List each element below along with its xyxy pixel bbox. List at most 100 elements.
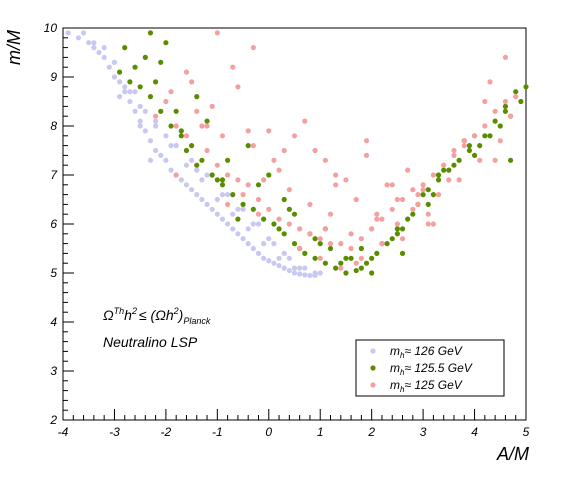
data-point <box>286 255 292 261</box>
data-point <box>312 255 318 261</box>
data-point <box>389 236 395 242</box>
x-tick-label: 3 <box>420 425 427 439</box>
data-point <box>291 241 298 247</box>
data-point <box>261 255 267 261</box>
data-point <box>482 133 488 139</box>
data-point <box>435 177 442 183</box>
data-point <box>168 123 174 129</box>
data-point <box>225 221 231 227</box>
data-point <box>147 138 154 144</box>
data-point <box>183 162 190 168</box>
data-point <box>168 143 174 149</box>
data-point <box>343 270 349 276</box>
data-point <box>286 187 292 193</box>
data-point <box>276 255 282 261</box>
data-point <box>158 59 164 65</box>
constraint-close: ) <box>177 307 184 323</box>
data-point <box>245 182 251 188</box>
data-point <box>363 260 370 266</box>
data-point <box>343 177 349 183</box>
data-point <box>137 103 143 109</box>
data-point <box>461 143 467 149</box>
data-point <box>230 192 236 198</box>
data-point <box>235 216 241 222</box>
data-point <box>219 133 226 139</box>
x-tick-label: -1 <box>212 425 223 439</box>
data-point <box>286 221 292 227</box>
data-point <box>322 260 328 266</box>
data-point <box>266 206 272 212</box>
data-point <box>261 177 267 183</box>
data-point <box>307 201 313 207</box>
data-point <box>173 143 179 149</box>
data-point <box>178 177 184 183</box>
data-point <box>214 162 220 168</box>
data-point <box>255 196 262 203</box>
data-point <box>153 113 159 119</box>
data-point <box>219 177 226 183</box>
data-point <box>132 108 138 114</box>
data-point <box>338 265 344 271</box>
data-point <box>394 196 400 203</box>
data-point <box>389 182 395 188</box>
data-point <box>420 187 426 193</box>
data-point <box>255 221 262 227</box>
data-point <box>353 196 359 203</box>
data-point <box>451 162 457 168</box>
data-point <box>379 216 385 222</box>
data-point <box>312 236 318 242</box>
data-point <box>204 147 210 154</box>
data-point <box>147 94 154 100</box>
data-point <box>405 167 411 173</box>
data-point <box>163 133 169 139</box>
data-point <box>482 98 488 105</box>
data-point <box>518 98 524 105</box>
x-tick-label: 2 <box>367 425 375 439</box>
y-tick-label: 8 <box>50 119 57 133</box>
data-point <box>497 123 503 129</box>
data-point <box>183 69 190 75</box>
data-point <box>204 123 210 129</box>
data-point <box>194 167 200 173</box>
data-point <box>487 79 493 85</box>
data-point <box>225 201 231 207</box>
legend-marker <box>370 348 376 354</box>
data-point <box>513 94 519 100</box>
constraint-sup2: 2 <box>131 306 137 316</box>
y-tick-label: 2 <box>49 413 57 427</box>
data-point <box>91 40 97 46</box>
x-tick-labels: -4 -3 -2 -1 0 1 2 3 4 5 <box>58 425 530 439</box>
data-point <box>415 201 421 207</box>
data-point <box>122 84 128 90</box>
data-point <box>322 226 328 232</box>
data-point <box>456 177 462 183</box>
data-point <box>209 103 215 109</box>
data-point <box>214 30 220 36</box>
data-point <box>250 45 256 51</box>
data-point <box>158 152 164 158</box>
data-point <box>225 192 231 198</box>
data-point <box>507 157 514 163</box>
data-point <box>312 270 318 276</box>
y-tick-label: 3 <box>50 364 57 378</box>
data-point <box>189 79 195 85</box>
data-point <box>302 118 308 124</box>
data-point <box>441 167 447 173</box>
y-tick-labels: 2 3 4 5 6 7 8 9 10 <box>44 21 59 427</box>
data-point <box>430 221 436 227</box>
series-3 <box>153 30 519 271</box>
data-point <box>266 258 272 264</box>
data-point <box>199 157 205 163</box>
data-point <box>471 133 478 139</box>
data-point <box>142 128 148 134</box>
data-point <box>502 54 509 61</box>
data-point <box>276 263 282 269</box>
data-point <box>189 187 195 193</box>
data-point <box>523 84 529 90</box>
data-point <box>235 84 241 90</box>
data-point <box>101 45 107 51</box>
legend-marker <box>370 382 376 388</box>
data-point <box>245 241 251 247</box>
data-point <box>446 167 452 173</box>
